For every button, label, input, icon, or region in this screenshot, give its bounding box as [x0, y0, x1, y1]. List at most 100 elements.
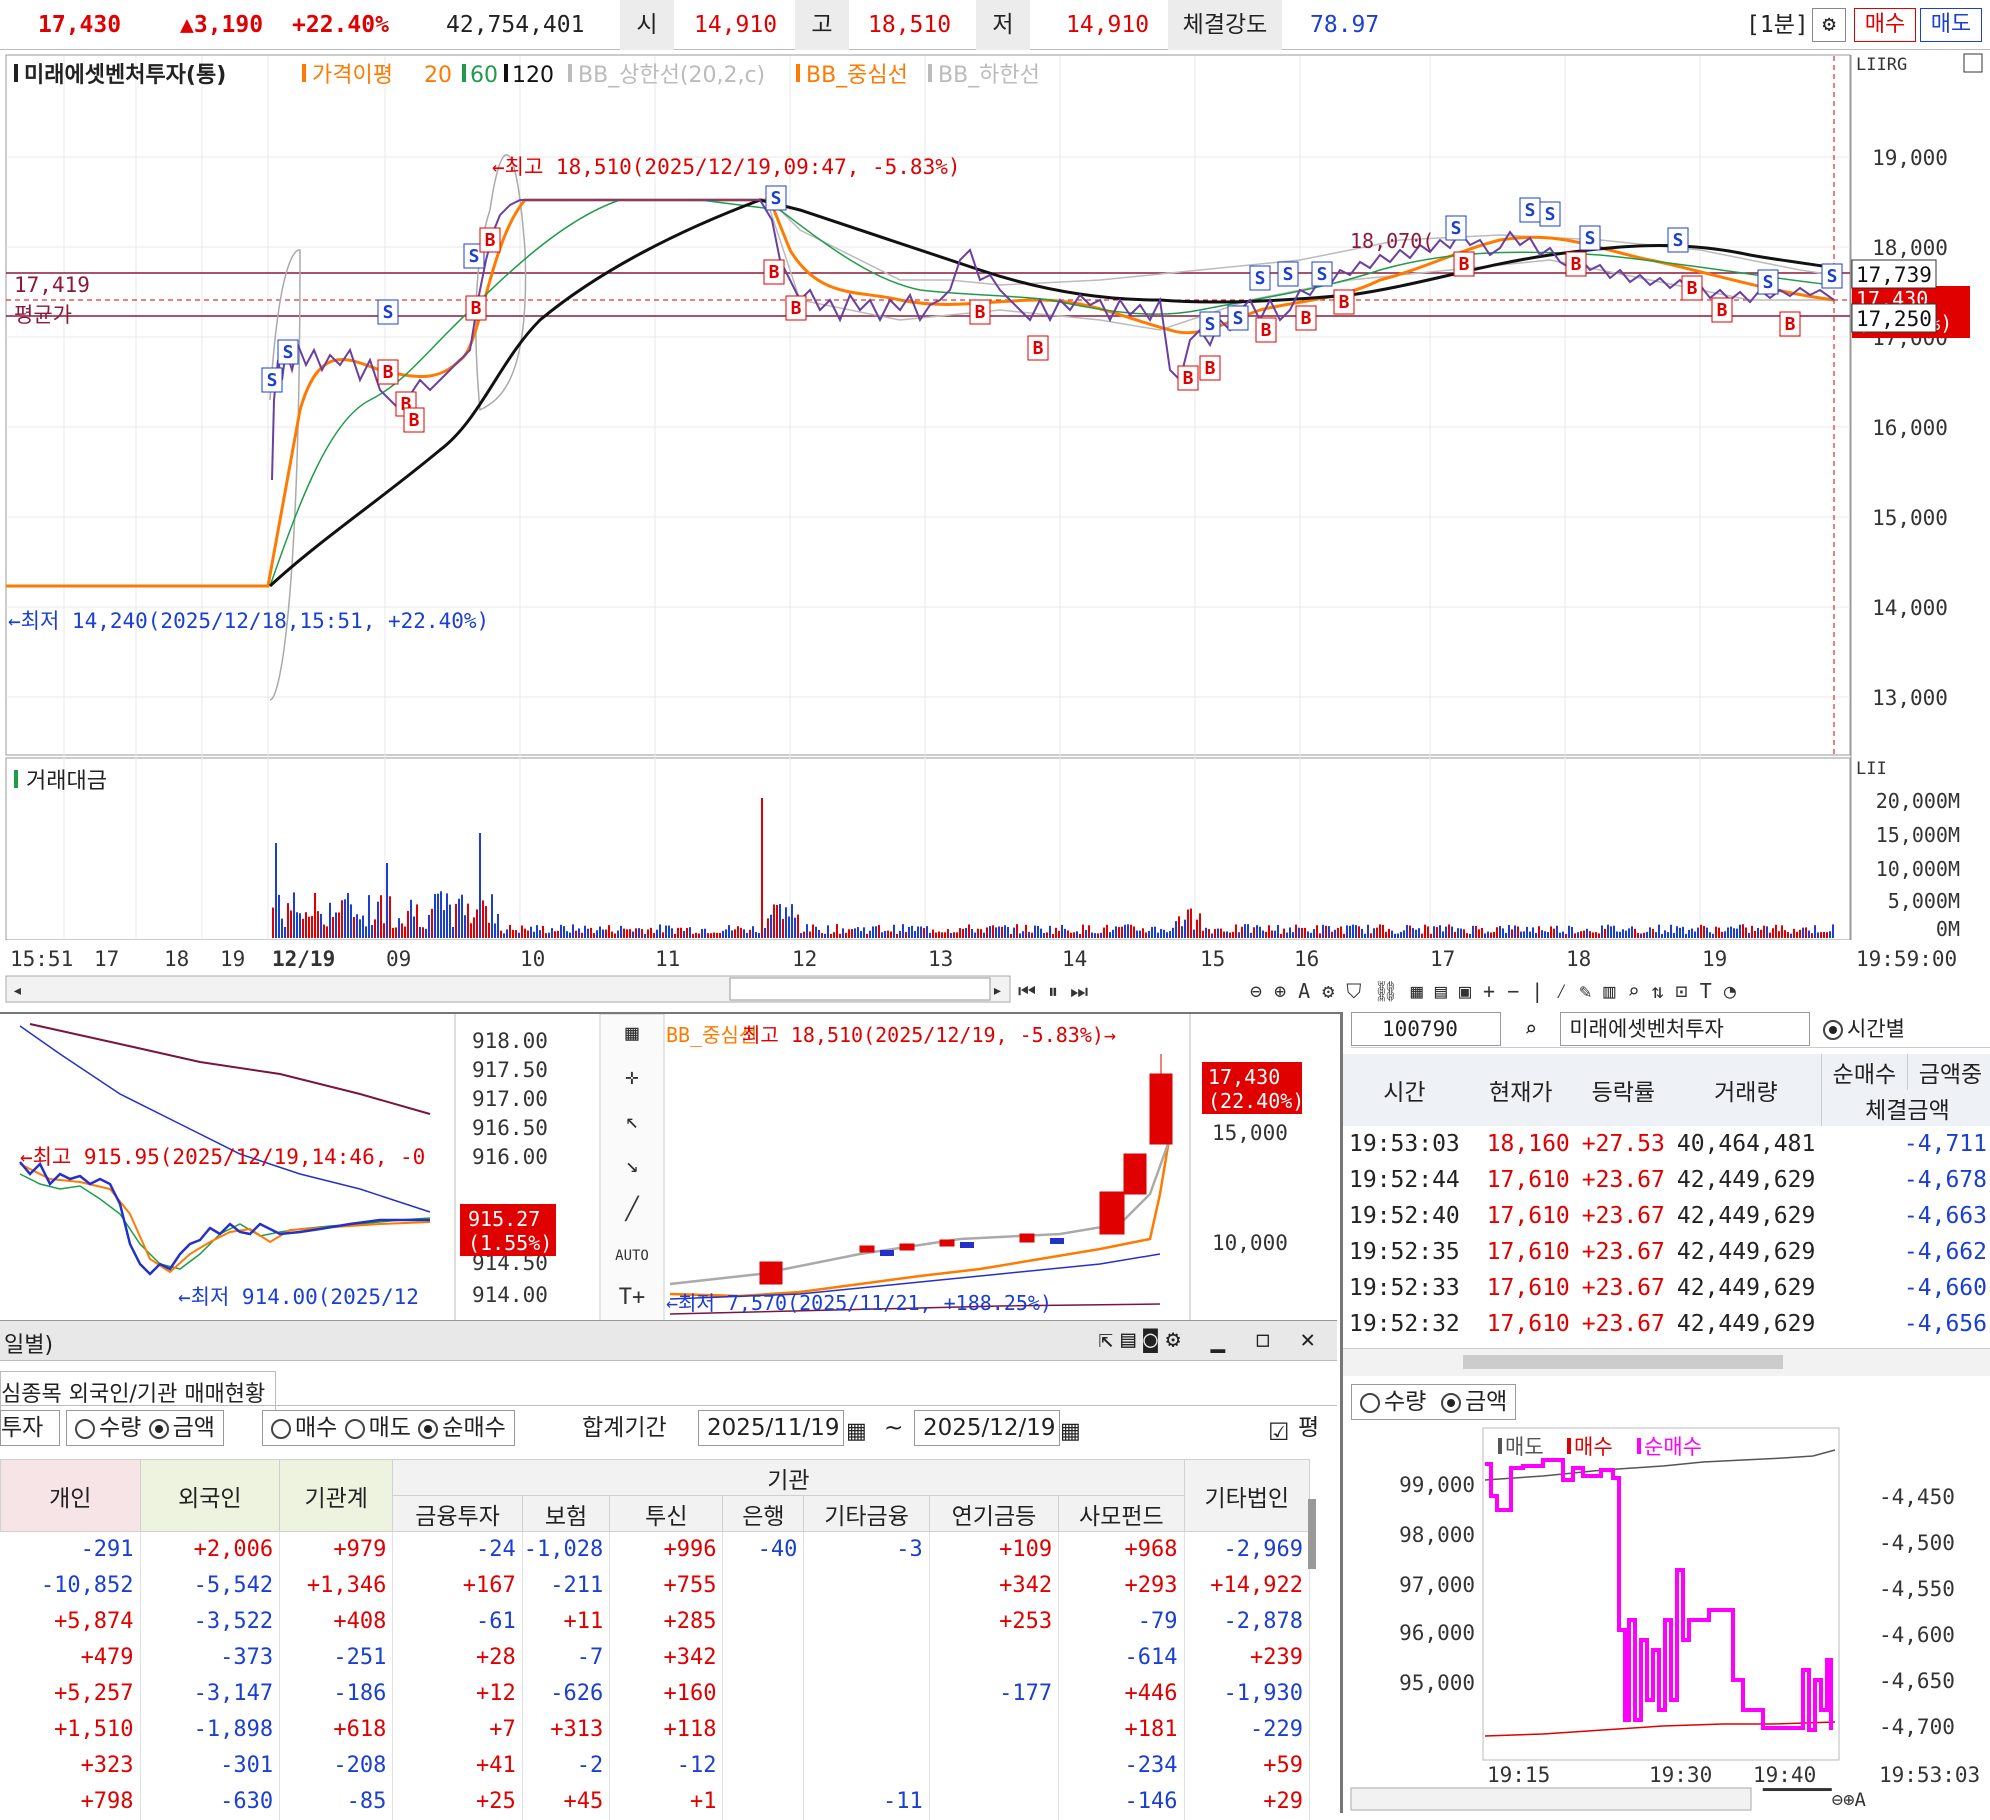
mini-charts[interactable]: ←최고 915.95(2025/12/19,14:46, -0 ←최저 914.…: [0, 1012, 1340, 1323]
investor-row[interactable]: -291 +2,006 +979 -24 -1,028 +996 -40 -3 +109 +968…: [0, 1531, 1311, 1568]
tool-icon[interactable]: ✛: [625, 1065, 638, 1090]
sell-button[interactable]: 매도: [1920, 8, 1982, 42]
volume-bar: [941, 932, 943, 938]
interval-selector[interactable]: [1분]: [1746, 12, 1809, 38]
investor-cell: -211: [522, 1567, 611, 1604]
tick-row[interactable]: 19:52:40 17,610 +23.67 42,449,629 -4,663: [1343, 1198, 1990, 1234]
radio-sell[interactable]: [344, 1418, 365, 1439]
tool-icon[interactable]: ▦: [625, 1021, 639, 1046]
main-chart[interactable]: S S S B B B S B B S B B B B B B S S S S …: [0, 52, 1990, 1010]
tick-cell: 17,610: [1486, 1203, 1570, 1229]
chart-tool-icons[interactable]: LIIRG: [1856, 55, 1907, 75]
volume-bar: [1505, 932, 1507, 938]
line-tool-icon[interactable]: ╱: [624, 1195, 640, 1222]
tick-row[interactable]: 19:52:44 17,610 +23.67 42,449,629 -4,678: [1343, 1162, 1990, 1198]
tick-row[interactable]: 19:52:33 17,610 +23.67 42,449,629 -4,660: [1343, 1270, 1990, 1306]
volume-bar: [404, 926, 406, 938]
radio-netbuy[interactable]: [418, 1418, 439, 1439]
investor-cell: -2,878: [1184, 1603, 1311, 1640]
volume-tool-icons[interactable]: LII: [1856, 759, 1887, 779]
scroll-left-icon[interactable]: ◂: [12, 980, 23, 1001]
search-icon[interactable]: ⌕: [1524, 1017, 1537, 1041]
text-tool-icon[interactable]: T+: [619, 1285, 646, 1310]
investor-cell: -626: [522, 1675, 611, 1712]
svg-text:17: 17: [94, 947, 119, 971]
tool-icon[interactable]: ↖: [625, 1109, 638, 1134]
legend-netbuy: 순매수: [1644, 1435, 1702, 1459]
chart-toolbar-icons[interactable]: ⊖ ⊕ A ⚙ ⛉ ⛓ ▦ ▤ ▣ + − | ⁄ ✎ ▥ ⌕ ⇅ ⊡ T ◔: [1250, 979, 1736, 1003]
calendar-icon[interactable]: ▦: [846, 1419, 867, 1444]
radio-quantity[interactable]: [1360, 1392, 1380, 1413]
radio-buy[interactable]: [271, 1418, 291, 1439]
volume-bar: [515, 930, 517, 938]
netbuy-scrollbar[interactable]: [1350, 1787, 1752, 1811]
investor-row[interactable]: +5,874 -3,522 +408 -61 +11 +285 +253 -79 -2,878: [0, 1603, 1311, 1640]
index-ma-maroon: [29, 1023, 431, 1115]
volume-bar: [1727, 927, 1729, 938]
volume-bar: [1262, 930, 1264, 938]
gear-icon[interactable]: ⚙: [1812, 8, 1846, 42]
netbuy-toolbar-icons[interactable]: ▔▔▔▔▔▔⊖⊕A: [1762, 1788, 1867, 1811]
col-individual: 개인: [0, 1459, 141, 1532]
volume-bar: [1484, 933, 1486, 938]
volume-bar: [1154, 926, 1156, 938]
volume-bar: [545, 933, 547, 938]
investor-row[interactable]: +798 -630 -85 +25 +45 +1 -11 -146 +29: [0, 1783, 1311, 1820]
volume-bar: [437, 893, 439, 938]
radio-amount[interactable]: [148, 1418, 169, 1439]
investor-row[interactable]: +5,257 -3,147 -186 +12 -626 +160 -177 +446 -1,93…: [0, 1675, 1311, 1712]
investor-cell: -229: [1184, 1711, 1311, 1748]
netbuy-mode-radios[interactable]: 수량 금액: [1351, 1384, 1517, 1420]
chart-scroll-thumb[interactable]: [729, 977, 991, 1001]
date-to-field[interactable]: 2025/12/19: [914, 1410, 1060, 1446]
volume-bar: [377, 901, 379, 938]
investor-row[interactable]: +1,510 -1,898 +618 +7 +313 +118 +181 -229: [0, 1711, 1311, 1748]
volume-bar: [827, 925, 829, 938]
volume-bar: [1754, 930, 1756, 938]
auto-tool-icon[interactable]: AUTO: [615, 1248, 649, 1264]
tool-icon[interactable]: ↘: [625, 1153, 638, 1178]
tick-scroll-thumb[interactable]: [1463, 1355, 1783, 1369]
stock-code-field[interactable]: 100790: [1351, 1012, 1501, 1046]
checkbox-icon[interactable]: ☑: [1268, 1418, 1290, 1446]
tick-row[interactable]: 19:52:32 17,610 +23.67 42,449,629 -4,656: [1343, 1306, 1990, 1342]
volume-bar: [1145, 932, 1147, 938]
volume-bar: [1544, 931, 1546, 938]
volume-bar: [1712, 933, 1714, 938]
investor-scrollbar[interactable]: [1308, 1499, 1316, 1569]
volume-bar: [833, 932, 835, 938]
maximize-icon[interactable]: [1963, 53, 1983, 73]
volume-bar: [494, 923, 496, 938]
stock-name-field[interactable]: 미래에셋벤처투자: [1560, 1012, 1811, 1046]
svg-text:S: S: [1233, 308, 1244, 329]
radio-quantity[interactable]: [75, 1418, 95, 1439]
time-mode-radio[interactable]: [1822, 1020, 1843, 1040]
calendar-icon[interactable]: ▦: [1060, 1419, 1081, 1444]
buy-button[interactable]: 매수: [1854, 8, 1916, 42]
volume-bar: [542, 925, 544, 938]
sell-marker: S: [1579, 225, 1601, 251]
investor-row[interactable]: -10,852 -5,542 +1,346 +167 -211 +755 +342 +293 +…: [0, 1567, 1311, 1604]
volume-bar: [749, 929, 751, 938]
investor-type-select[interactable]: 투자: [0, 1410, 60, 1446]
playback-icons[interactable]: ⏮ ⏸ ⏭: [1018, 979, 1088, 1003]
tick-scrollbar[interactable]: [1343, 1348, 1990, 1376]
volume-bar: [818, 930, 820, 938]
volume-bar: [272, 907, 274, 938]
tick-cell: 42,449,629: [1676, 1311, 1816, 1337]
tick-row[interactable]: 19:53:03 18,160 +27.53 40,464,481 -4,711: [1343, 1126, 1990, 1162]
date-from-field[interactable]: 2025/11/19: [698, 1410, 844, 1446]
volume-bar: [1259, 926, 1261, 938]
drawing-toolbar[interactable]: [599, 1013, 665, 1323]
volume-bar: [1115, 926, 1117, 938]
investor-titlebar: 일별) ⇱▤◙⚙ ▁ ◻ ✕: [0, 1321, 1337, 1361]
volume-bar: [1553, 928, 1555, 938]
radio-amount[interactable]: [1440, 1392, 1461, 1413]
window-controls[interactable]: ⇱▤◙⚙ ▁ ◻ ✕: [1098, 1325, 1323, 1353]
volume-bar: [1049, 925, 1051, 938]
investor-row[interactable]: +479 -373 -251 +28 -7 +342 -614 +239: [0, 1639, 1311, 1676]
investor-row[interactable]: +323 -301 -208 +41 -2 -12 -234 +59: [0, 1747, 1311, 1784]
daily-candles-blue: [880, 1238, 1064, 1256]
tick-row[interactable]: 19:52:35 17,610 +23.67 42,449,629 -4,662: [1343, 1234, 1990, 1270]
scroll-right-icon[interactable]: ▸: [992, 980, 1003, 1001]
